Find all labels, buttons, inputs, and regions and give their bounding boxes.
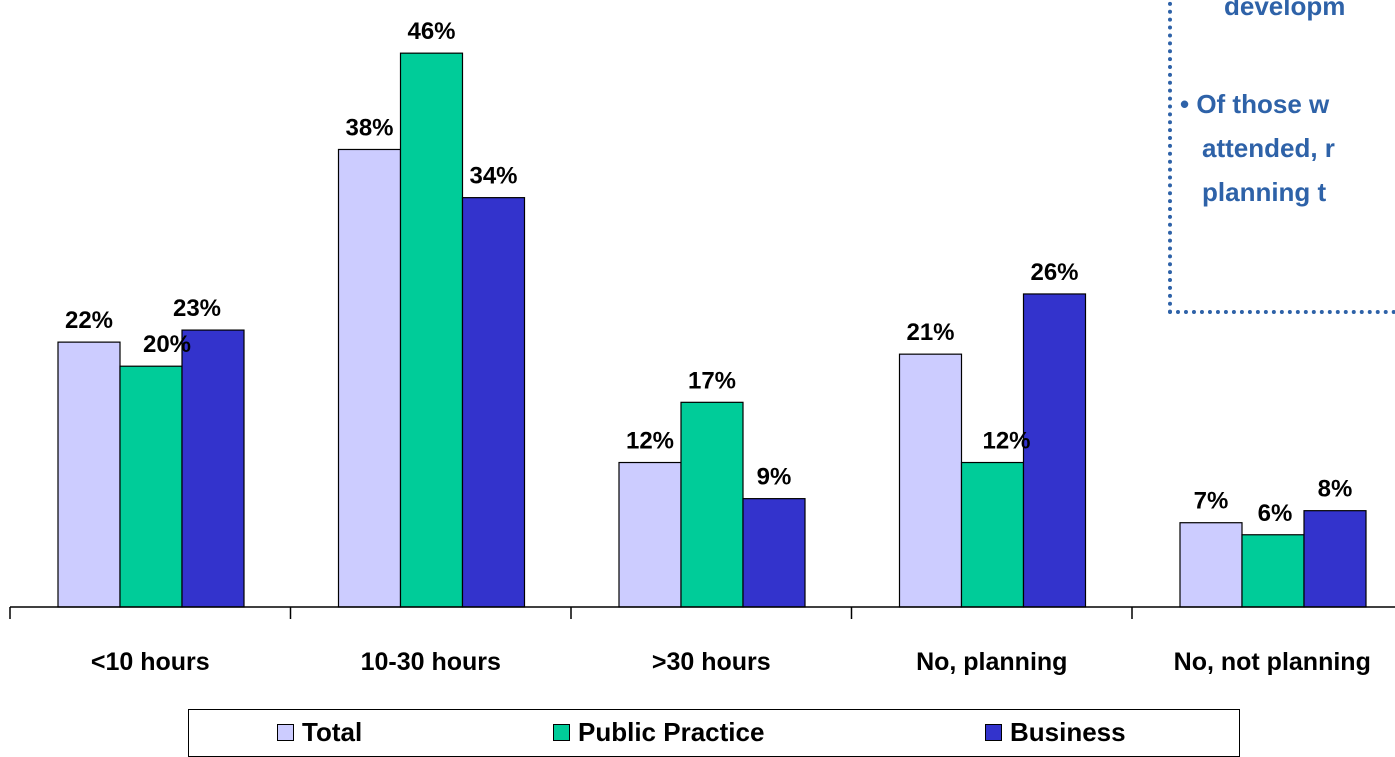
value-label-2-2: 9% xyxy=(757,464,792,491)
value-label-2-4: 8% xyxy=(1318,476,1353,503)
value-label-0-0: 22% xyxy=(65,307,113,334)
legend-swatch-total xyxy=(277,724,294,741)
value-label-1-1: 46% xyxy=(407,18,455,45)
bar-1-0 xyxy=(119,365,183,608)
value-label-1-4: 6% xyxy=(1258,500,1293,527)
callout-note: developm • Of those w attended, r planni… xyxy=(1168,0,1395,314)
legend-label-total: Total xyxy=(302,717,363,747)
bar-1-4 xyxy=(1241,534,1305,608)
category-label-2: >30 hours xyxy=(652,648,771,676)
legend-swatch-public-practice xyxy=(553,724,570,741)
category-label-1: 10-30 hours xyxy=(361,648,501,676)
value-label-2-3: 26% xyxy=(1030,259,1078,286)
legend-item-business: Business xyxy=(985,717,1126,748)
category-labels-layer: <10 hours 10-30 hours >30 hours No, plannin… xyxy=(91,648,1371,676)
value-labels-layer: 22% 20% 23% 38% 46% 34% 12% 17% 9% 21% 12% 26% 7% 6% 8… xyxy=(65,18,1352,527)
bar-1-3 xyxy=(960,461,1025,608)
legend-label-business: Business xyxy=(1010,717,1126,747)
value-label-1-2: 17% xyxy=(688,367,736,394)
bar-2-2 xyxy=(742,498,806,608)
bar-0-2 xyxy=(618,461,682,608)
bar-0-4 xyxy=(1179,522,1243,608)
value-label-2-1: 34% xyxy=(469,163,517,190)
legend-item-public-practice: Public Practice xyxy=(553,717,764,748)
value-label-1-3: 12% xyxy=(982,428,1030,455)
category-label-4: No, not planning xyxy=(1174,648,1371,676)
bar-1-1 xyxy=(399,52,464,608)
legend-swatch-business xyxy=(985,724,1002,741)
legend-item-total: Total xyxy=(277,717,362,748)
bars-layer xyxy=(57,52,1367,608)
value-label-0-2: 12% xyxy=(626,428,674,455)
bar-2-0 xyxy=(181,329,245,608)
value-label-2-0: 23% xyxy=(173,295,221,322)
x-axis xyxy=(9,606,1395,619)
bar-2-1 xyxy=(461,197,526,608)
value-label-0-1: 38% xyxy=(345,114,393,141)
note-line-4: planning t xyxy=(1202,177,1327,207)
bar-1-2 xyxy=(680,401,744,608)
note-line-1: developm xyxy=(1224,0,1346,21)
value-label-0-3: 21% xyxy=(906,319,954,346)
note-line-2: • Of those w xyxy=(1180,89,1330,119)
bar-0-0 xyxy=(57,341,121,608)
value-label-0-4: 7% xyxy=(1194,488,1229,515)
bar-0-1 xyxy=(337,148,402,608)
bar-0-3 xyxy=(898,353,963,608)
category-label-3: No, planning xyxy=(916,648,1067,676)
value-label-1-0: 20% xyxy=(143,331,191,358)
bar-2-3 xyxy=(1022,293,1087,608)
bar-2-4 xyxy=(1303,510,1367,608)
legend: Total Public Practice Business xyxy=(188,709,1240,757)
category-label-0: <10 hours xyxy=(91,648,210,676)
legend-label-public-practice: Public Practice xyxy=(578,717,765,747)
note-line-3: attended, r xyxy=(1202,133,1335,163)
